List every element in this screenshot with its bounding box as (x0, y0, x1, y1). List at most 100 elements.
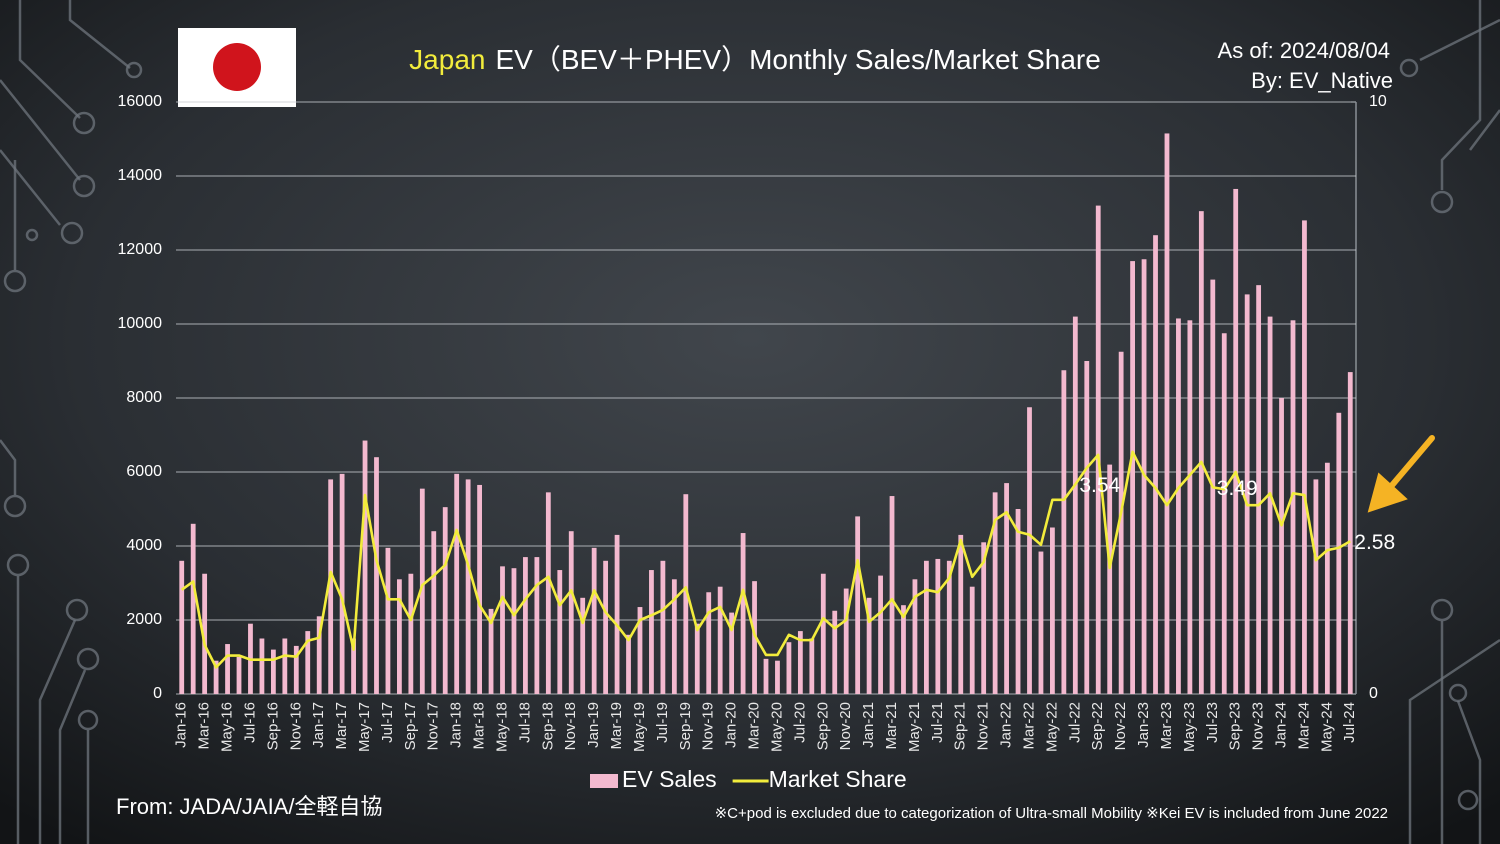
x-tick-label: Mar-17 (333, 702, 350, 750)
x-tick-label: Mar-24 (1295, 702, 1312, 750)
bar (1107, 464, 1113, 694)
bar (649, 570, 654, 694)
bar (351, 638, 356, 694)
author: By: EV_Native (1251, 68, 1393, 93)
x-tick-label: Nov-22 (1112, 702, 1129, 750)
x-tick-label: May-22 (1043, 702, 1060, 752)
bar (1050, 527, 1055, 694)
bar (878, 575, 883, 694)
bar (270, 649, 276, 694)
x-tick-label: Jan-23 (1135, 702, 1152, 748)
bar (511, 568, 517, 694)
x-tick-label: Nov-17 (425, 702, 442, 750)
legend-label: EV Sales (622, 766, 717, 792)
bar (580, 597, 586, 694)
x-tick-label: Mar-20 (746, 702, 763, 750)
x-tick-label: Jan-16 (173, 702, 190, 748)
bar (981, 542, 987, 694)
bar (1290, 320, 1296, 694)
y-tick-label: 16000 (118, 93, 163, 110)
x-tick-label: Jul-20 (791, 702, 808, 743)
x-tick-label: Nov-18 (562, 702, 579, 750)
bar (820, 573, 826, 694)
bar (557, 570, 563, 694)
bar (775, 660, 780, 694)
chart-title: Japan EV（BEV＋PHEV）Monthly Sales/Market Sh… (409, 44, 1101, 75)
bar (1336, 412, 1342, 694)
bar (282, 638, 288, 694)
bar (1267, 316, 1273, 694)
bar (202, 573, 208, 694)
x-tick-label: Sep-20 (814, 702, 831, 750)
bar (465, 479, 471, 694)
x-tick-label: Jan-24 (1273, 702, 1290, 748)
footnote: ※C+pod is excluded due to categorization… (715, 805, 1388, 822)
data-label: 2.58 (1354, 531, 1395, 554)
legend-label: Market Share (769, 766, 907, 792)
x-tick-label: May-18 (493, 702, 510, 752)
bar (1221, 333, 1227, 694)
bar (1118, 351, 1124, 694)
x-tick-label: Mar-16 (196, 702, 213, 750)
x-tick-label: Mar-19 (608, 702, 625, 750)
bar (729, 612, 735, 694)
bar (591, 547, 597, 694)
x-tick-label: May-17 (356, 702, 373, 752)
bar (1061, 370, 1067, 694)
x-tick-label: Jul-23 (1204, 702, 1221, 743)
x-tick-label: Nov-20 (837, 702, 854, 750)
line (180, 450, 1351, 669)
bar (259, 638, 265, 694)
bar (1302, 220, 1307, 694)
bar (694, 623, 700, 694)
x-tick-label: Sep-16 (264, 702, 281, 750)
x-tick-label: Jan-20 (723, 702, 740, 748)
bar (431, 531, 437, 694)
x-tick-label: Jul-24 (1341, 702, 1358, 743)
bar (958, 534, 964, 694)
bar (660, 560, 666, 694)
title-highlight: Japan (409, 44, 485, 75)
y-tick-label: 10000 (118, 315, 163, 332)
bar (969, 586, 975, 694)
bar (1244, 294, 1250, 694)
bar (855, 516, 861, 694)
x-tick-label: Jul-22 (1066, 702, 1083, 743)
bar (1164, 133, 1170, 694)
bar (534, 557, 540, 694)
bar (740, 533, 746, 694)
bar (1027, 407, 1032, 694)
bar (637, 607, 643, 694)
source: From: JADA/JAIA/全軽自協 (116, 794, 382, 819)
bar (1130, 261, 1136, 694)
y-tick-label: 8000 (126, 389, 162, 406)
bar (213, 660, 219, 694)
bar (717, 586, 723, 694)
x-tick-label: May-19 (631, 702, 648, 752)
x-tick-label: Jul-16 (241, 702, 258, 743)
x-tick-label: Jul-17 (379, 702, 396, 743)
bar (408, 573, 414, 694)
data-label: 3.54 (1079, 474, 1120, 497)
bar (843, 588, 849, 694)
x-tick-label: Jul-21 (929, 702, 946, 743)
x-tick-label: Nov-19 (700, 702, 717, 750)
x-tick-label: Nov-23 (1250, 702, 1267, 750)
legend-swatch (590, 774, 618, 788)
y-tick-label: 6000 (126, 463, 162, 480)
bar (385, 547, 391, 694)
bar (1176, 318, 1181, 694)
bar (316, 616, 322, 694)
x-tick-label: Sep-21 (952, 702, 969, 750)
x-tick-label: Sep-17 (402, 702, 419, 750)
y2-tick-label: 10 (1369, 93, 1387, 110)
bar (1233, 188, 1239, 694)
bar (374, 457, 379, 694)
bar (523, 557, 528, 694)
bar (946, 560, 952, 694)
y-tick-label: 0 (153, 685, 162, 702)
x-tick-label: Sep-18 (539, 702, 556, 750)
x-tick-label: Jan-18 (448, 702, 465, 748)
